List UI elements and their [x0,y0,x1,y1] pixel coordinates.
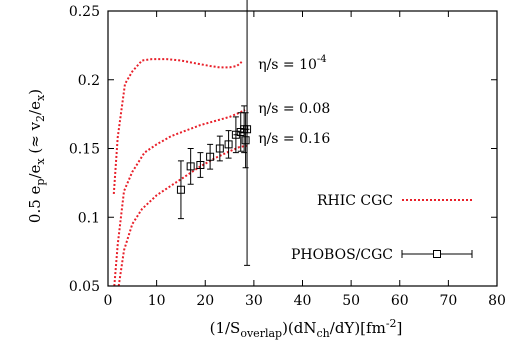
plot-frame [108,11,497,286]
axis-ticks [108,11,497,286]
x-tick-label: 70 [439,293,457,309]
x-axis-label: (1/Soverlap)(dNch/dY)[fm-2] [210,317,403,340]
x-tick-label: 10 [148,293,166,309]
rhic-cgc-curve-3 [119,146,247,286]
y-tick-label: 0.15 [69,142,100,158]
eta-s-annotations: η/s = 10-4 η/s = 0.08 η/s = 0.16 [258,54,330,147]
y-tick-label: 0.2 [78,73,100,89]
x-tick-label: 20 [196,293,214,309]
y-axis-label: 0.5 ep/ex (≈ v2/ex) [26,89,47,223]
annotation-1: η/s = 10-4 [258,54,326,73]
phobos-point [225,131,232,159]
phobos-point [244,0,251,265]
phobos-point [242,113,249,168]
legend-label-rhic-cgc: RHIC CGC [317,193,393,209]
rhic-cgc-curve-1 [114,59,242,194]
rhic-cgc-curve-2 [114,110,245,286]
x-tick-label: 80 [488,293,506,309]
annotation-3: η/s = 0.16 [258,131,330,147]
x-tick-label: 0 [104,293,113,309]
model-curves [114,59,247,286]
annotation-2: η/s = 0.08 [258,101,330,117]
y-tick-label: 0.1 [78,210,100,226]
legend-swatch-phobos-cgc [402,250,472,258]
legend-label-phobos-cgc: PHOBOS/CGC [291,247,393,263]
x-tick-label: 40 [294,293,312,309]
x-tick-label: 30 [245,293,263,309]
legend: RHIC CGC PHOBOS/CGC [291,193,472,263]
data-points [177,0,250,265]
tick-labels: 0 10 20 30 40 50 60 70 80 0.05 0.1 0.15 0.2 0.25 [69,4,506,309]
y-tick-label: 0.05 [69,279,100,295]
phobos-point [187,149,194,185]
x-tick-label: 50 [342,293,360,309]
y-tick-label: 0.25 [69,4,100,20]
legend-swatch-marker [434,251,441,258]
x-tick-label: 60 [391,293,409,309]
phobos-point [207,144,214,169]
phobos-point [177,161,184,219]
